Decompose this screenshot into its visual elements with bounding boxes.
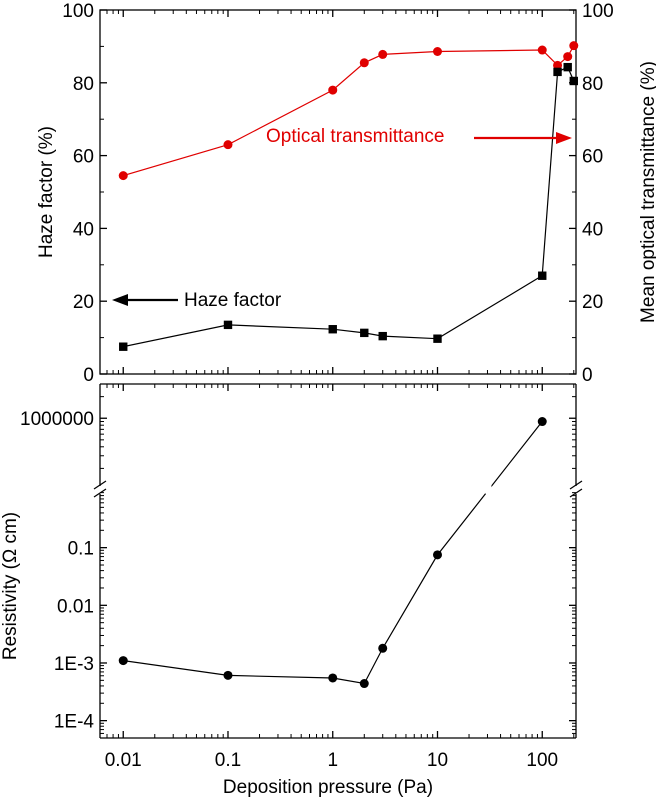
top-y-tick-label: 0 — [83, 365, 94, 386]
transmittance-point — [118, 171, 128, 181]
axis-break-mark — [93, 480, 107, 490]
transmittance-annotation: Optical transmittance — [266, 126, 444, 147]
axis-break-mark — [569, 480, 583, 490]
haze-point — [569, 76, 578, 86]
haze-annotation: Haze factor — [184, 290, 282, 311]
transmittance-point — [569, 41, 579, 51]
haze-point — [563, 62, 572, 72]
top-y-right-tick-label: 20 — [582, 292, 603, 313]
resistivity-point — [378, 643, 388, 653]
transmittance-point — [359, 58, 369, 68]
haze-point — [119, 342, 128, 351]
haze-point — [538, 271, 547, 280]
haze-point — [328, 325, 337, 334]
x-tick-label: 0.01 — [105, 750, 142, 771]
transmittance-point — [537, 45, 547, 55]
transmittance-arrow-head — [556, 132, 572, 144]
transmittance-point — [553, 60, 563, 70]
bottom-y-tick-label: 1E-3 — [54, 654, 94, 675]
x-tick-label: 1 — [327, 750, 338, 771]
resistivity-point — [328, 673, 338, 683]
top-y-axis-label-right: Mean optical transmittance (%) — [638, 61, 656, 323]
resistivity-series-line — [123, 421, 543, 685]
resistivity-point — [537, 417, 547, 427]
top-y-tick-label: 60 — [73, 147, 94, 168]
x-tick-label: 100 — [526, 750, 558, 771]
top-panel: 0 20 40 60 80 100 0 20 40 60 80 100 — [62, 1, 613, 386]
resistivity-point — [223, 670, 233, 680]
transmittance-point — [328, 85, 338, 95]
transmittance-series-line — [123, 45, 575, 177]
bottom-y-tick-label: 0.1 — [68, 539, 94, 560]
top-y-right-tick-label: 60 — [582, 147, 603, 168]
resistivity-point — [118, 656, 128, 666]
haze-arrow-head — [112, 294, 128, 306]
x-axis-label: Deposition pressure (Pa) — [223, 777, 433, 798]
resistivity-point — [359, 679, 369, 689]
bottom-y-tick-label: 1000000 — [20, 409, 94, 430]
x-tick-label: 0.1 — [215, 750, 241, 771]
top-y-axis-label: Haze factor (%) — [36, 126, 57, 258]
transmittance-point — [432, 46, 442, 56]
top-y-right-tick-label: 0 — [582, 365, 593, 386]
haze-point — [223, 320, 233, 330]
bottom-y-tick-label: 1E-4 — [54, 712, 95, 733]
top-y-right-tick-label: 40 — [582, 219, 603, 240]
top-y-right-tick-label: 100 — [582, 1, 614, 22]
resistivity-point — [432, 550, 442, 560]
x-tick-label: 10 — [427, 750, 448, 771]
transmittance-point — [563, 52, 573, 62]
bottom-y-tick-label: 0.01 — [57, 596, 94, 617]
series-break-gap — [485, 484, 492, 494]
top-y-tick-label: 20 — [73, 292, 94, 313]
bottom-y-axis-label: Resistivity (Ω cm) — [0, 512, 21, 660]
haze-series-line — [123, 66, 575, 348]
bottom-panel: 1E-4 1E-3 0.01 0.1 1000000 0.01 0.1 1 10 100 — [20, 383, 583, 771]
top-y-right-tick-label: 80 — [582, 74, 603, 95]
top-y-tick-label: 80 — [73, 74, 94, 95]
transmittance-point — [378, 49, 388, 59]
top-y-tick-label: 40 — [73, 219, 94, 240]
haze-point — [378, 331, 387, 341]
top-plot-frame — [99, 9, 577, 375]
haze-point — [553, 67, 562, 77]
transmittance-point — [223, 140, 233, 150]
top-y-tick-label: 100 — [62, 1, 94, 22]
haze-point — [360, 328, 369, 338]
haze-point — [433, 334, 442, 343]
